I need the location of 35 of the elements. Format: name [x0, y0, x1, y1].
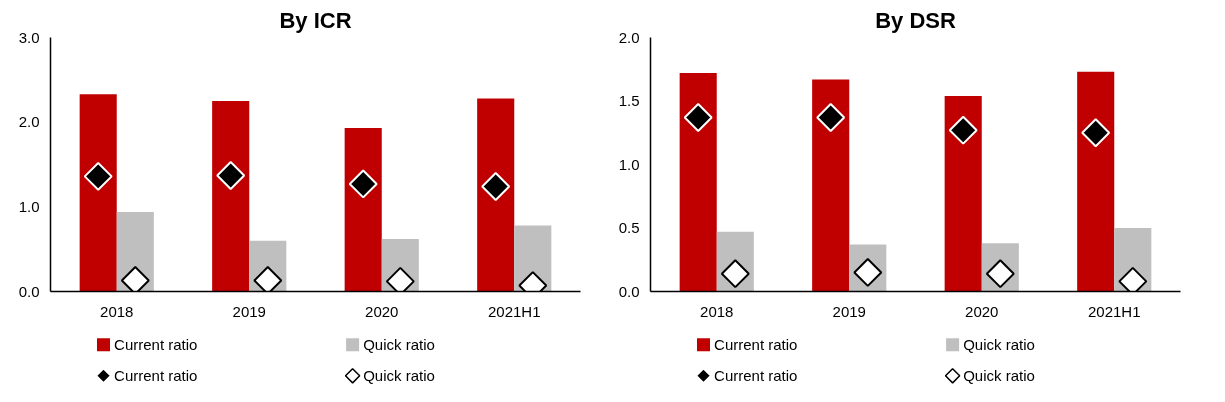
y-tick-label: 2.0: [618, 28, 640, 46]
x-tick-label: 2018: [700, 302, 734, 320]
legend-label: Current ratio: [714, 336, 798, 354]
legend-label: Current ratio: [114, 336, 198, 354]
bar: [679, 73, 717, 292]
y-tick-label: 3.0: [18, 28, 40, 46]
bar: [344, 128, 382, 292]
chart-title: By ICR: [279, 7, 352, 33]
legend-label: Current ratio: [114, 367, 198, 385]
x-tick-label: 2021H1: [1087, 302, 1141, 320]
y-tick-label: 0.5: [618, 219, 640, 236]
y-tick-label: 2.0: [18, 113, 40, 131]
legend-label: Quick ratio: [363, 336, 435, 354]
y-tick-label: 1.0: [618, 155, 640, 173]
x-tick-label: 2020: [965, 302, 999, 320]
x-tick-label: 2019: [832, 302, 866, 320]
legend-label: Quick ratio: [963, 367, 1035, 385]
y-tick-label: 1.0: [18, 197, 40, 215]
bar: [212, 101, 250, 292]
chart-title: By DSR: [875, 7, 956, 33]
x-tick-label: 2019: [232, 302, 266, 320]
x-tick-label: 2021H1: [487, 302, 541, 320]
x-tick-label: 2020: [365, 302, 399, 320]
y-tick-label: 1.5: [618, 92, 640, 109]
legend-label: Quick ratio: [363, 367, 435, 385]
bar: [1077, 71, 1115, 292]
legend-label: Quick ratio: [963, 336, 1035, 354]
y-tick-label: 0.0: [618, 282, 640, 300]
bar: [79, 94, 117, 292]
bar: [944, 95, 982, 292]
legend-label: Current ratio: [714, 367, 798, 385]
bar: [477, 98, 515, 292]
x-tick-label: 2018: [100, 302, 134, 320]
y-tick-label: 0.0: [18, 282, 40, 300]
bar: [812, 79, 850, 292]
